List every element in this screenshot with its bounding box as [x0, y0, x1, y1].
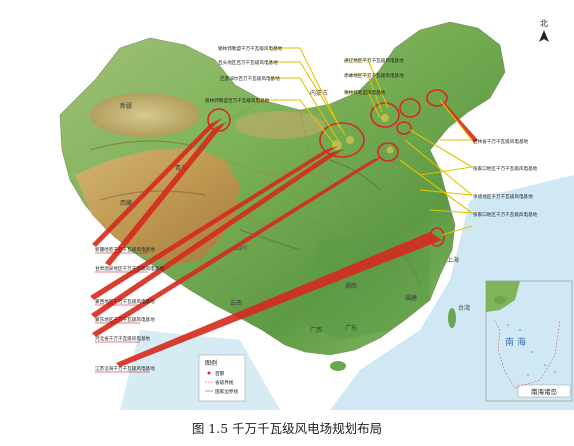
wind-farm-map: 新疆 西藏 青海 四川 云南 广西 广东 湖南 福建 上海 内蒙古 台湾 北 南…	[59, 19, 574, 410]
right-callouts: 吉林省千万千瓦级风电基地 张家口地区千万千瓦级风电基地 承德地区千万千瓦级风电基…	[473, 138, 538, 218]
base-circle-hami	[207, 108, 231, 132]
desert-basin	[90, 93, 200, 137]
left-callouts: 新疆哈密千万千瓦级风电基地 甘肃酒泉地区千万千瓦级风电基地 蒙西地区千万千瓦级风…	[95, 246, 164, 373]
hainan-island	[330, 361, 346, 371]
wind-base-label: 锡林郭勒盟百万千瓦级风电基地	[205, 97, 270, 104]
wind-base-label: 锡林郭勒盟风电基地	[344, 89, 386, 96]
wind-base-label: 蒙东地区千万千瓦级风电基地	[95, 316, 155, 323]
province-label: 湖南	[345, 282, 357, 290]
wind-base-label: 巴彦淖尔百万千瓦级风电基地	[220, 75, 280, 82]
figure-caption: 图 1.5 千万千瓦级风电场规划布局	[191, 421, 383, 436]
province-label: 广东	[345, 324, 357, 332]
base-circle-north	[370, 102, 400, 128]
leader-lines-yellow	[255, 47, 474, 236]
wind-base-label: 通辽地区千万千瓦级风电基地	[344, 57, 404, 64]
mountain-ridges	[89, 140, 421, 286]
wind-base-label: 河北省千万千瓦级风电基地	[95, 335, 151, 342]
wind-base-label: 蒙西地区千万千瓦级风电基地	[95, 298, 155, 305]
inset-sea-label: 南 海	[505, 336, 526, 348]
legend: 图例 首都 省级界线 国家边界线	[198, 354, 246, 402]
wind-base-label: 张家口地区千万千瓦级风电基地	[473, 211, 538, 218]
gobi-desert	[235, 111, 325, 139]
wind-base-label: 江苏沿海千万千瓦级风电基地	[95, 365, 155, 372]
province-label: 青海	[175, 164, 187, 172]
wind-base-circles	[207, 89, 448, 247]
province-label: 福建	[405, 294, 417, 302]
north-arrow-icon: 北	[539, 19, 549, 42]
province-label: 新疆	[120, 102, 132, 110]
province-label: 广西	[310, 326, 322, 334]
wind-base-label: 张家口地区千万千瓦级风电基地	[473, 165, 538, 172]
legend-item: 省级界线	[215, 379, 234, 386]
base-circle-chifeng	[399, 98, 421, 118]
top-callouts: 锡林郭勒盟千万千瓦级风电基地 包头地区百万千瓦级风电基地 巴彦淖尔百万千瓦级风电…	[205, 45, 404, 104]
wind-base-label: 赤峰地区千万千瓦级风电基地	[344, 72, 404, 79]
wind-base-label: 吉林省千万千瓦级风电基地	[473, 138, 529, 145]
base-circle-chengde	[396, 121, 412, 135]
taiwan-island	[448, 308, 456, 328]
wind-base-label: 新疆哈密千万千瓦级风电基地	[95, 246, 155, 253]
wind-base-label: 包头地区百万千瓦级风电基地	[218, 59, 278, 66]
province-label: 云南	[230, 299, 242, 307]
province-label: 台湾	[458, 304, 470, 312]
svg-text:北: 北	[540, 19, 548, 28]
legend-title: 图例	[205, 359, 217, 367]
legend-item: 国家边界线	[215, 388, 238, 395]
province-label: 上海	[447, 256, 459, 264]
base-circle-hebei	[377, 142, 399, 162]
south-sea-inset: 南 海 南海诸岛	[485, 280, 573, 402]
province-label: 西藏	[120, 199, 132, 207]
wind-base-label: 承德地区千万千瓦级风电基地	[473, 193, 533, 200]
leader-beams-red	[90, 100, 478, 367]
inset-islands-label: 南海诸岛	[531, 387, 557, 396]
base-circle-jilin	[426, 89, 448, 107]
legend-item: 首都	[215, 370, 225, 377]
wind-base-label: 甘肃酒泉地区千万千瓦级风电基地	[95, 265, 164, 272]
province-label: 四川	[235, 245, 247, 252]
wind-base-label: 锡林郭勒盟千万千瓦级风电基地	[218, 45, 283, 52]
base-circle-mengxi	[319, 122, 365, 158]
